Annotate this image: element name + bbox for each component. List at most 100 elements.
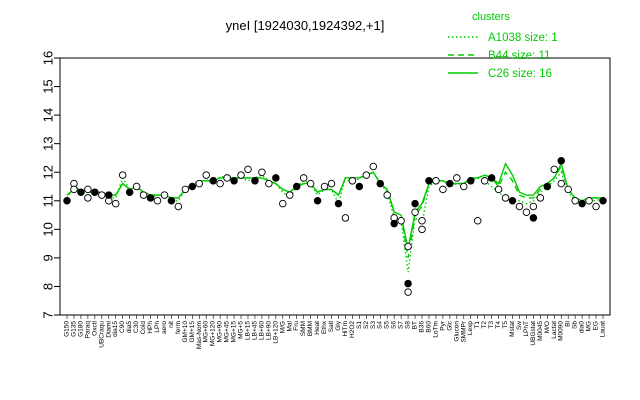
data-point bbox=[473, 217, 482, 225]
data-point bbox=[195, 179, 204, 188]
x-tick-label: dia5 bbox=[126, 321, 133, 334]
x-tick-label: Paraq bbox=[84, 321, 91, 339]
x-tick-label: Diami bbox=[105, 321, 112, 338]
data-point bbox=[118, 171, 127, 179]
y-tick-label: 14 bbox=[41, 108, 56, 122]
y-tick-label: 16 bbox=[41, 51, 56, 65]
data-point bbox=[244, 165, 252, 174]
x-tick-label: Glc bbox=[446, 320, 453, 331]
x-tick-label: Lauat bbox=[600, 321, 607, 337]
x-tick-label: S3 bbox=[370, 321, 377, 329]
data-point bbox=[98, 191, 106, 199]
y-tick-label: 11 bbox=[41, 194, 56, 208]
series-line-1 bbox=[66, 164, 603, 259]
x-tick-label: M0045 bbox=[537, 321, 544, 341]
x-tick-label: B36 bbox=[419, 321, 426, 333]
chart-title: yneI [1924030,1924392,+1] bbox=[226, 18, 385, 33]
x-tick-label: M0090 bbox=[558, 321, 565, 341]
x-tick-label: LB+90 bbox=[265, 321, 272, 340]
data-point bbox=[362, 171, 371, 179]
x-tick-label: SMMPr bbox=[460, 320, 467, 343]
data-point bbox=[146, 194, 155, 202]
x-tick-label: BMM bbox=[307, 321, 314, 336]
x-tick-label: Sb bbox=[572, 321, 579, 329]
x-tick-label: Sw bbox=[516, 321, 523, 330]
x-tick-label: LB+45 bbox=[251, 321, 258, 340]
series-line-2 bbox=[66, 161, 603, 250]
x-tick-label: LB+120 bbox=[272, 321, 279, 344]
data-point bbox=[522, 208, 531, 216]
x-tick-label: LPh bbox=[154, 321, 161, 333]
data-point bbox=[550, 165, 559, 174]
data-point bbox=[529, 214, 538, 222]
data-point bbox=[453, 174, 461, 182]
x-tick-label: nit bbox=[168, 321, 175, 328]
data-point bbox=[599, 197, 607, 205]
data-point bbox=[341, 214, 350, 222]
data-point bbox=[369, 162, 378, 171]
x-tick-label: Ethx bbox=[321, 320, 328, 334]
legend-entry-label: C26 size: 16 bbox=[488, 68, 552, 80]
x-tick-label: G150 bbox=[64, 321, 71, 337]
data-point bbox=[446, 179, 454, 188]
x-tick-label: UBCraqu bbox=[98, 321, 105, 348]
x-tick-label: Mas-Nom bbox=[196, 321, 203, 349]
data-point bbox=[174, 202, 183, 211]
data-point bbox=[237, 171, 245, 179]
data-point bbox=[515, 202, 524, 211]
data-point bbox=[202, 171, 210, 179]
x-tick-label: M/G bbox=[279, 321, 286, 333]
x-tick-label: H2O2 bbox=[349, 321, 356, 338]
data-point bbox=[508, 197, 517, 205]
data-point bbox=[543, 182, 552, 191]
data-point bbox=[125, 188, 134, 196]
data-point bbox=[313, 197, 322, 205]
x-tick-label: Gly bbox=[335, 320, 342, 331]
data-point bbox=[425, 177, 433, 185]
data-point bbox=[390, 219, 398, 228]
y-tick-label: 10 bbox=[41, 222, 56, 236]
x-tick-label: S2 bbox=[363, 321, 370, 329]
x-tick-label: Mstat bbox=[509, 321, 516, 337]
legend-entry-label: A1038 size: 1 bbox=[488, 32, 558, 44]
x-tick-label: BT bbox=[412, 321, 419, 329]
data-point bbox=[494, 185, 503, 194]
data-point bbox=[383, 191, 391, 199]
x-tick-label: UBGstat bbox=[530, 321, 537, 346]
x-tick-label: EG bbox=[593, 321, 600, 330]
data-point bbox=[578, 199, 586, 208]
x-tick-label: MG+90 bbox=[217, 321, 224, 343]
x-tick-label: Lexp bbox=[467, 321, 474, 335]
data-point bbox=[70, 185, 78, 194]
data-point bbox=[501, 194, 510, 202]
x-tick-label: HPh bbox=[147, 321, 154, 334]
x-tick-label: LB+15 bbox=[244, 321, 251, 340]
x-tick-label: G135 bbox=[70, 321, 77, 337]
y-tick-label: 7 bbox=[41, 311, 56, 318]
x-tick-label: LB+60 bbox=[258, 321, 265, 340]
x-tick-label: Lactat bbox=[551, 321, 558, 339]
x-tick-label: MG+15 bbox=[231, 321, 238, 343]
data-point bbox=[84, 185, 92, 194]
x-tick-label: Mal bbox=[286, 320, 293, 331]
data-point bbox=[160, 191, 169, 199]
data-point bbox=[77, 188, 85, 196]
data-point bbox=[592, 202, 600, 211]
x-tick-label: T3 bbox=[488, 321, 495, 329]
x-tick-label: LPhT bbox=[523, 321, 530, 337]
series-line-0 bbox=[66, 170, 604, 273]
x-tick-label: T1 bbox=[474, 321, 481, 329]
data-point bbox=[320, 182, 329, 191]
x-tick-label: Bl bbox=[565, 320, 572, 326]
legend-title: clusters bbox=[472, 11, 510, 23]
data-point bbox=[188, 182, 197, 191]
data-point bbox=[223, 174, 231, 182]
data-point bbox=[376, 179, 384, 188]
x-tick-label: Cold bbox=[140, 321, 147, 335]
x-tick-label: aero bbox=[161, 321, 168, 334]
data-point bbox=[216, 179, 224, 188]
data-point bbox=[251, 177, 259, 185]
data-point bbox=[209, 177, 217, 185]
data-point bbox=[139, 191, 148, 199]
data-point bbox=[286, 191, 294, 199]
